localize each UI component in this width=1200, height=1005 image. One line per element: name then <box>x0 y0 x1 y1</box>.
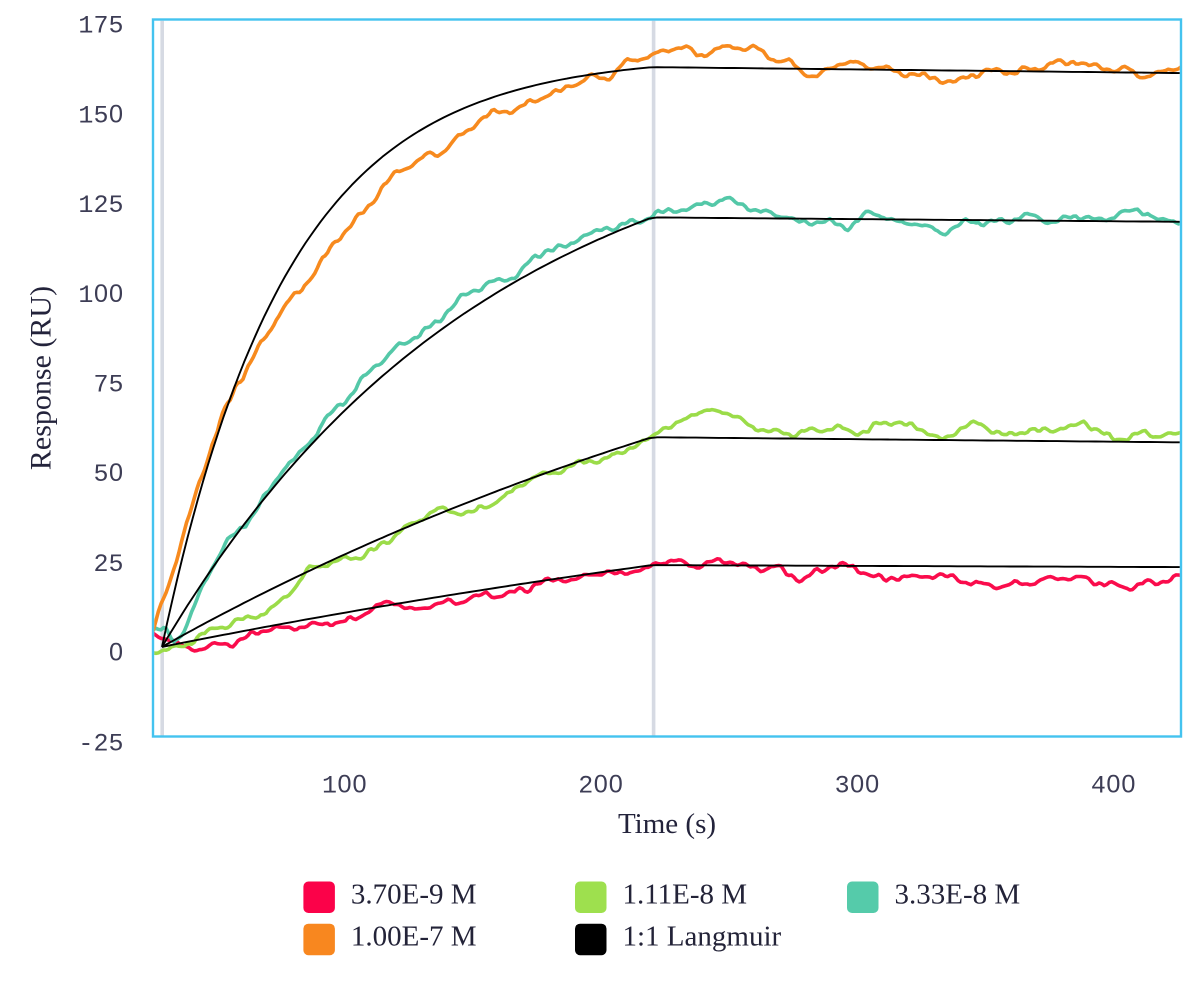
svg-text:5: 5 <box>108 729 123 758</box>
svg-text:1: 1 <box>78 281 93 310</box>
svg-text:0: 0 <box>1121 771 1135 799</box>
svg-text:2: 2 <box>578 772 593 801</box>
svg-text:1: 1 <box>78 191 93 220</box>
svg-text:0: 0 <box>109 280 123 308</box>
svg-text:0: 0 <box>109 100 123 128</box>
svg-text:1.11E-8 M: 1.11E-8 M <box>623 879 748 911</box>
svg-text:5: 5 <box>108 550 123 579</box>
svg-text:0: 0 <box>609 771 623 799</box>
svg-text:1:1 Langmuir: 1:1 Langmuir <box>623 921 782 953</box>
svg-text:5: 5 <box>108 12 123 41</box>
svg-text:Time (s): Time (s) <box>618 808 716 840</box>
svg-text:5: 5 <box>108 191 123 220</box>
svg-text:1: 1 <box>322 772 337 801</box>
svg-text:1.00E-7 M: 1.00E-7 M <box>351 921 477 953</box>
svg-text:7: 7 <box>93 12 108 41</box>
svg-text:3.70E-9 M: 3.70E-9 M <box>351 879 477 911</box>
svg-text:0: 0 <box>352 771 366 799</box>
svg-text:0: 0 <box>94 280 108 308</box>
svg-text:5: 5 <box>108 371 123 400</box>
svg-text:5: 5 <box>93 460 108 489</box>
svg-text:1: 1 <box>78 101 93 130</box>
svg-text:0: 0 <box>850 771 864 799</box>
svg-text:0: 0 <box>865 771 879 799</box>
svg-text:-: - <box>78 729 93 758</box>
svg-text:3: 3 <box>835 772 850 801</box>
svg-text:0: 0 <box>594 771 608 799</box>
svg-text:5: 5 <box>93 101 108 130</box>
svg-text:3.33E-8 M: 3.33E-8 M <box>895 879 1021 911</box>
svg-text:0: 0 <box>109 459 123 487</box>
svg-text:1: 1 <box>78 12 93 41</box>
svg-text:2: 2 <box>93 729 108 758</box>
svg-text:0: 0 <box>337 771 351 799</box>
svg-text:0: 0 <box>109 639 123 667</box>
svg-text:Response (RU): Response (RU) <box>25 286 58 470</box>
svg-text:2: 2 <box>93 550 108 579</box>
svg-text:0: 0 <box>1106 771 1120 799</box>
svg-text:4: 4 <box>1091 772 1106 801</box>
svg-text:7: 7 <box>93 371 108 400</box>
svg-text:2: 2 <box>93 191 108 220</box>
